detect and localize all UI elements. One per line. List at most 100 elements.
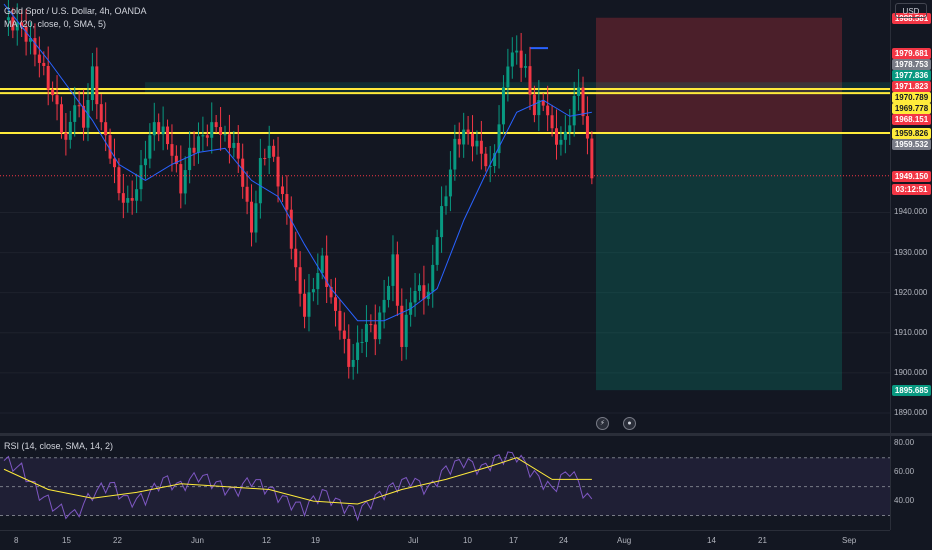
candle-body [541,100,545,106]
candle-body [258,158,262,204]
candle-body [113,158,116,168]
candle-body [232,142,236,148]
candle-body [24,26,28,42]
candle-body [364,324,368,342]
candle-body [166,126,170,145]
horizontal-levels[interactable] [0,47,890,135]
candle-body [369,324,373,326]
candle-body [303,293,307,317]
take-profit-zone [596,133,842,391]
pane-separator[interactable] [0,433,932,436]
ma-indicator-label[interactable]: MA (20, close, 0, SMA, 5) [4,19,107,29]
candle-body [435,237,439,265]
moving-average-line [3,3,592,322]
candle-body [73,105,77,122]
candle-body [29,38,33,42]
candle-body [285,194,289,210]
candle-body [568,125,572,132]
candle-body [307,292,311,317]
candle-body [20,22,24,27]
flag-icon[interactable]: ⚡ [596,417,609,430]
candle-body [479,140,483,154]
candle-body [280,186,284,195]
candle-body [11,17,15,31]
candle-body [528,66,532,95]
candle-body [431,264,435,292]
candle-body [188,147,192,171]
currency-button[interactable]: USD [895,3,927,18]
time-tick-label: 15 [62,536,71,545]
candle-body [413,290,417,303]
rsi-tick-label: 80.00 [894,438,915,448]
candle-body [214,122,218,128]
candle-body [117,167,121,194]
candle-body [546,105,550,116]
time-axis[interactable]: 8 15 22 Jun 12 19 Jul 10 17 24 Aug 14 21 Sep [0,530,890,550]
calendar-icon[interactable]: ● [623,417,636,430]
rsi-scale[interactable]: 80.00 60.00 40.00 [890,436,932,530]
candle-body [382,299,386,313]
candle-body [245,186,249,202]
time-tick-label: 8 [14,536,19,545]
time-tick-label: 10 [463,536,472,545]
time-tick-label: Jun [191,536,204,545]
candle-body [130,198,134,201]
candle-body [90,66,94,101]
chart-legend: Gold Spot / U.S. Dollar, 4h, OANDA MA (2… [4,5,147,31]
price-tick-label: 1900.000 [894,367,928,377]
candle-body [493,153,497,167]
candle-body [121,193,125,203]
candle-body [462,129,466,145]
candle-body [135,189,139,201]
time-tick-label: 17 [509,536,518,545]
candle-body [510,52,514,67]
candle-body [400,305,404,347]
time-tick-label: Aug [617,536,632,545]
price-badge: 1977.836 [892,70,931,82]
candle-body [519,50,523,68]
price-chart-pane[interactable] [0,0,890,433]
candle-body [64,132,68,140]
candle-body [453,138,457,170]
candle-body [329,286,333,298]
candle-body [59,104,63,133]
candle-body [267,145,271,159]
candle-body [294,248,298,268]
candle-body [356,342,360,360]
candle-body [395,254,399,306]
price-badge: 1969.778 [892,103,931,115]
candle-body [532,94,536,116]
candle-body [475,140,479,147]
candle-body [590,138,594,179]
candle-body [223,134,227,136]
candle-body [95,66,99,105]
candle-body [276,156,280,187]
candle-body [157,122,161,135]
symbol-title[interactable]: Gold Spot / U.S. Dollar, 4h, OANDA [4,6,147,16]
candle-body [148,135,152,159]
rsi-pane[interactable] [0,436,890,530]
candle-body [484,153,488,167]
price-scale[interactable]: 1940.000 1930.000 1920.000 1910.000 1900.000… [890,0,932,433]
rsi-indicator-label[interactable]: RSI (14, close, SMA, 14, 2) [4,441,114,451]
price-tick-label: 1910.000 [894,327,928,337]
candle-body [143,158,147,166]
candle-body [581,87,585,117]
candle-body [241,158,245,187]
candle-body [179,164,183,194]
price-badge: 1895.685 [892,385,931,397]
candle-body [254,203,258,233]
candle-body [391,254,395,286]
candle-body [501,87,505,125]
candle-body [126,198,130,203]
candle-body [104,122,108,136]
rsi-ma-line [3,457,592,505]
candle-body [170,144,174,156]
candle-body [338,310,342,331]
candle-body [99,104,103,123]
candle-body [342,330,346,339]
candle-body [210,122,214,138]
candle-body [488,166,492,168]
candle-body [497,124,501,154]
